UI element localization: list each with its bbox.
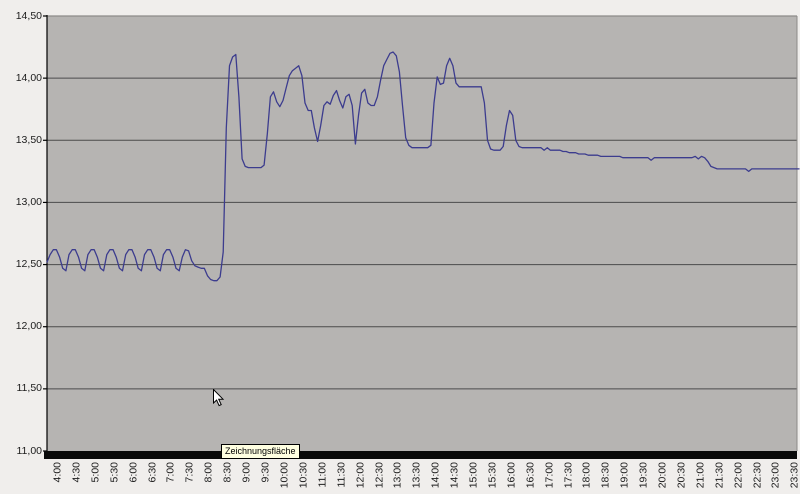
y-axis-label[interactable]: 14,00 — [15, 71, 42, 84]
x-axis-label[interactable]: 9:30 — [259, 462, 272, 483]
x-axis-label[interactable]: 20:00 — [656, 462, 669, 489]
x-axis-label[interactable]: 11:30 — [335, 462, 347, 488]
x-axis-label[interactable]: 8:00 — [202, 462, 215, 483]
x-axis-label[interactable]: 18:30 — [599, 462, 612, 489]
y-axis-label[interactable]: 11,50 — [16, 382, 43, 395]
x-axis-label[interactable]: 23:00 — [769, 462, 782, 489]
x-axis-label[interactable]: 16:30 — [524, 462, 536, 489]
y-axis-label[interactable]: 12,50 — [15, 258, 42, 271]
x-axis-label[interactable]: 10:00 — [278, 462, 291, 489]
x-axis-label[interactable]: 19:00 — [618, 462, 631, 489]
x-axis-label[interactable]: 21:00 — [694, 462, 707, 489]
plot-area-tooltip: Zeichnungsfläche — [221, 444, 300, 459]
x-axis-label[interactable]: 17:30 — [561, 462, 574, 489]
x-axis-label[interactable]: 14:30 — [448, 462, 461, 489]
x-axis-label[interactable]: 7:00 — [164, 462, 177, 483]
y-axis-label[interactable]: 12,00 — [15, 320, 42, 333]
data-series-line[interactable] — [46, 51, 800, 282]
x-axis-label[interactable]: 9:00 — [240, 462, 253, 483]
x-axis-label[interactable]: 13:30 — [410, 462, 423, 489]
x-axis-label[interactable]: 6:30 — [146, 462, 158, 483]
x-axis-label[interactable]: 14:00 — [429, 462, 442, 489]
x-axis-label[interactable]: 5:30 — [108, 462, 121, 483]
x-axis-label[interactable]: 16:00 — [505, 462, 518, 489]
y-axis-label[interactable]: 13,00 — [15, 195, 42, 208]
x-axis-label[interactable]: 19:30 — [637, 462, 650, 489]
x-axis-label[interactable]: 22:00 — [731, 462, 744, 489]
x-axis-label[interactable]: 23:30 — [788, 462, 800, 489]
x-axis-label[interactable]: 13:00 — [391, 462, 404, 489]
x-axis-label[interactable]: 17:00 — [542, 462, 555, 489]
x-axis-label[interactable]: 12:30 — [372, 462, 385, 489]
x-axis-label[interactable]: 7:30 — [183, 462, 196, 483]
x-axis-label[interactable]: 15:00 — [467, 462, 480, 489]
x-axis-label[interactable]: 12:00 — [353, 462, 366, 489]
plot-area-border — [47, 15, 798, 451]
value-axis[interactable] — [43, 15, 48, 452]
y-axis-label[interactable]: 14,50 — [15, 9, 42, 22]
plot-area[interactable] — [47, 16, 797, 451]
x-axis-label[interactable]: 5:00 — [89, 462, 102, 483]
x-axis-label[interactable]: 11:00 — [316, 462, 329, 488]
mouse-cursor-icon — [213, 389, 225, 407]
x-axis-label[interactable]: 8:30 — [221, 462, 234, 483]
x-axis-label[interactable]: 4:30 — [70, 462, 83, 483]
x-axis-label[interactable]: 18:00 — [580, 462, 593, 489]
x-axis-label[interactable]: 4:00 — [51, 462, 64, 483]
y-axis-label[interactable]: 11,00 — [16, 444, 43, 457]
x-axis-label[interactable]: 21:30 — [713, 462, 725, 489]
x-axis-label[interactable]: 15:30 — [486, 462, 499, 489]
x-axis-label[interactable]: 10:30 — [297, 462, 310, 489]
x-axis-label[interactable]: 22:30 — [750, 462, 763, 489]
x-axis-label[interactable]: 20:30 — [675, 462, 688, 489]
category-axis-band[interactable] — [44, 451, 797, 459]
gridlines — [47, 77, 797, 390]
x-axis-label[interactable]: 6:00 — [127, 462, 140, 483]
y-axis-label[interactable]: 13,50 — [15, 133, 42, 146]
